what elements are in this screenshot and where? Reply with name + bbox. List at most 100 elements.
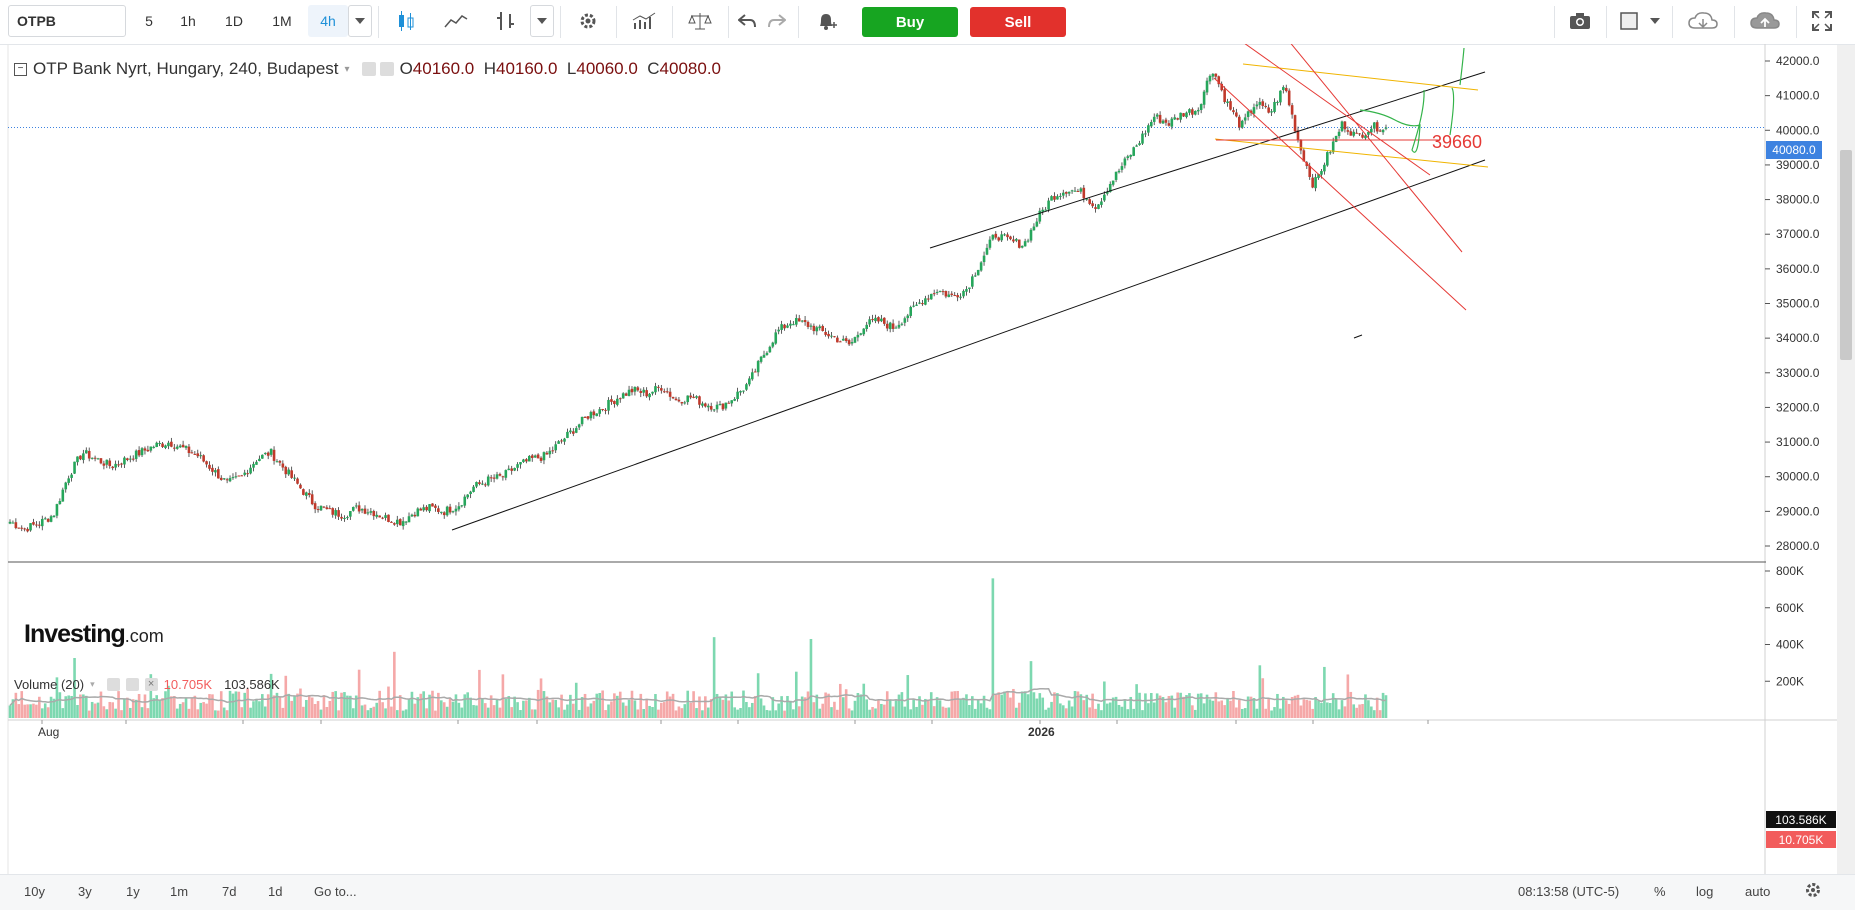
freehand-projection[interactable]: [1359, 47, 1465, 153]
volume-bar: [1047, 707, 1050, 718]
candle-body: [994, 233, 998, 238]
volume-close-icon[interactable]: ×: [144, 678, 158, 691]
cloud-upload-icon[interactable]: [1740, 5, 1790, 37]
volume-bar: [1035, 698, 1039, 718]
candle-body: [255, 461, 258, 465]
symbol-input[interactable]: OTPB: [8, 5, 126, 37]
candle-body: [815, 327, 819, 332]
candle-body: [313, 503, 317, 510]
legend-eye-icon[interactable]: [361, 62, 376, 76]
volume-bar: [131, 699, 135, 718]
candle-body: [528, 455, 531, 462]
candle-body: [225, 479, 229, 481]
interval-1m[interactable]: 1M: [272, 13, 292, 29]
candle-body: [1367, 131, 1370, 135]
bars-chart-type-icon[interactable]: [484, 5, 528, 37]
volume-bar: [252, 701, 255, 718]
range-10y[interactable]: 10y: [24, 884, 45, 899]
yellow-channel-upper[interactable]: [1242, 63, 1479, 91]
channel-upper-line[interactable]: [929, 71, 1486, 249]
candle-body: [750, 372, 754, 380]
volume-bar: [489, 695, 493, 718]
instrument-title[interactable]: OTP Bank Nyrt, Hungary, 240, Budapest: [33, 59, 339, 78]
title-dropdown-icon[interactable]: ▾: [344, 63, 350, 75]
volume-bar: [1370, 706, 1373, 718]
candle-body: [1088, 199, 1091, 204]
volume-bar: [748, 707, 751, 718]
volume-bar: [152, 698, 156, 718]
volume-bar: [982, 695, 986, 718]
cloud-download-icon[interactable]: [1678, 5, 1728, 37]
alert-bell-icon[interactable]: [804, 5, 848, 37]
candle-body: [79, 455, 82, 460]
chart-legend: − OTP Bank Nyrt, Hungary, 240, Budapest …: [14, 59, 721, 79]
indicators-icon[interactable]: [622, 5, 666, 37]
range-1y[interactable]: 1y: [126, 884, 140, 899]
volume-bar: [1273, 707, 1276, 718]
goto-date[interactable]: Go to...: [314, 884, 357, 899]
interval-5[interactable]: 5: [145, 13, 153, 29]
range-1m[interactable]: 1m: [170, 884, 189, 899]
volume-bar: [249, 707, 252, 718]
log-scale-toggle[interactable]: log: [1696, 884, 1714, 899]
template-square-icon[interactable]: [1612, 5, 1646, 37]
volume-bar: [950, 691, 954, 718]
volume-bar: [146, 708, 150, 718]
yellow-channel-lower[interactable]: [1214, 138, 1489, 168]
candle-body: [96, 458, 100, 460]
template-dropdown-icon[interactable]: [1644, 5, 1666, 37]
candles-chart-type-icon[interactable]: [384, 5, 428, 37]
settings-gear-icon[interactable]: [566, 5, 610, 37]
red-channel-line[interactable]: [1206, 44, 1431, 176]
range-1d[interactable]: 1d: [268, 884, 283, 899]
volume-axis-label: 400K: [1776, 638, 1804, 652]
scrollbar-thumb[interactable]: [1840, 150, 1852, 360]
candle-body: [1314, 177, 1317, 189]
undo-icon[interactable]: [732, 5, 762, 37]
volume-bar: [891, 706, 895, 718]
interval-4h[interactable]: 4h: [308, 5, 348, 37]
fullscreen-icon[interactable]: [1802, 5, 1842, 37]
price-annotation[interactable]: 39660: [1432, 132, 1482, 152]
interval-1d[interactable]: 1D: [225, 13, 243, 29]
red-channel-line[interactable]: [1213, 77, 1467, 311]
camera-snapshot-icon[interactable]: [1560, 5, 1600, 37]
candle-body: [495, 474, 499, 479]
candle-body: [1105, 191, 1109, 194]
range-7d[interactable]: 7d: [222, 884, 237, 899]
volume-eye-icon[interactable]: [106, 678, 120, 691]
candle-body: [592, 411, 596, 416]
collapse-legend-icon[interactable]: −: [14, 62, 27, 76]
price-chart[interactable]: 39660 42000.0 41000.0 40000.0 39000.0 38000.…: [0, 44, 1855, 874]
volume-bar: [460, 707, 464, 718]
range-3y[interactable]: 3y: [78, 884, 92, 899]
volume-bar: [569, 694, 572, 718]
auto-scale-toggle[interactable]: auto: [1745, 884, 1771, 899]
chart-settings-gear-icon[interactable]: [1804, 881, 1822, 902]
volume-bar: [58, 692, 62, 718]
candle-body: [363, 508, 367, 514]
volume-settings-icon[interactable]: [125, 678, 139, 691]
volume-bar: [1023, 691, 1027, 718]
line-chart-type-icon[interactable]: [434, 5, 478, 37]
volume-title[interactable]: Volume (20): [14, 677, 85, 692]
channel-lower-line[interactable]: [451, 159, 1486, 531]
short-trendline[interactable]: [1353, 334, 1363, 339]
redo-icon[interactable]: [762, 5, 792, 37]
compare-scale-icon[interactable]: [678, 5, 722, 37]
percent-scale-toggle[interactable]: %: [1654, 884, 1666, 899]
volume-bar: [1009, 697, 1012, 718]
candle-body: [416, 508, 420, 517]
buy-button[interactable]: Buy: [862, 7, 958, 37]
red-channel-line[interactable]: [1270, 44, 1463, 253]
volume-bar: [574, 682, 578, 718]
volume-bar: [1015, 707, 1018, 718]
candle-body: [1094, 207, 1097, 209]
sell-button[interactable]: Sell: [970, 7, 1066, 37]
interval-1h[interactable]: 1h: [180, 13, 196, 29]
interval-dropdown-icon[interactable]: [348, 5, 372, 37]
legend-settings-icon[interactable]: [379, 62, 394, 76]
candle-body: [381, 517, 384, 519]
volume-bar: [84, 695, 88, 718]
chart-type-dropdown-icon[interactable]: [530, 5, 554, 37]
